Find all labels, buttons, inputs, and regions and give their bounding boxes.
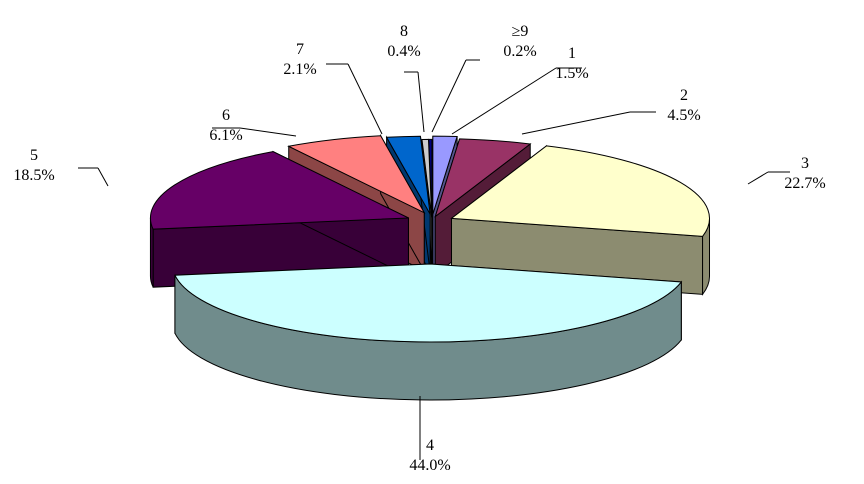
slice-label-5: 5 [30,147,38,164]
slice-4 [174,263,683,401]
slice-label-6: 6 [222,107,230,124]
leader-lines [78,59,790,460]
leader-line-1-to-slice [451,67,557,135]
slice-percent-2: 4.5% [667,107,700,124]
slice-label-9: ≥9 [512,23,529,40]
leader-line-8-to-slice [417,71,425,133]
slice-percent-1: 1.5% [555,65,588,82]
slice-percent-3: 22.7% [784,175,825,192]
slice-5-top [149,151,409,230]
leader-line-9-to-slice [431,59,467,133]
leader-line-6-to-slice [239,127,297,137]
leader-line-3-to-slice [747,171,769,185]
slice-percent-4: 44.0% [409,457,450,474]
slice-label-4: 4 [426,437,434,454]
leader-line-5-to-slice [97,167,109,187]
slice-label-3: 3 [801,155,809,172]
slice-6-top [287,135,426,214]
slice-label-8: 8 [400,23,408,40]
slice-percent-5: 18.5% [13,167,54,184]
slice-percent-6: 6.1% [209,127,242,144]
slice-label-7: 7 [296,41,304,58]
slice-label-1: 1 [568,45,576,62]
slice-percent-9: 0.2% [503,43,536,60]
slice-1-top [432,135,458,215]
slice-3-top [450,145,710,237]
leader-line-7-to-slice [347,63,383,135]
pie-slices [149,133,711,401]
slice-8-top [421,138,433,218]
leader-line-2-to-slice [521,111,631,135]
slice-7-top [385,135,431,215]
slice-labels: 1 1.5% 2 4.5% 3 22.7% 4 44.0% 5 18.5% 6 6.1% 7 2.1% 8 0… [13,23,825,474]
slice-4-top [174,263,683,343]
slice-percent-8: 0.4% [387,43,420,60]
slice-label-2: 2 [680,87,688,104]
slice-2-top [434,138,532,218]
slice-percent-7: 2.1% [283,61,316,78]
